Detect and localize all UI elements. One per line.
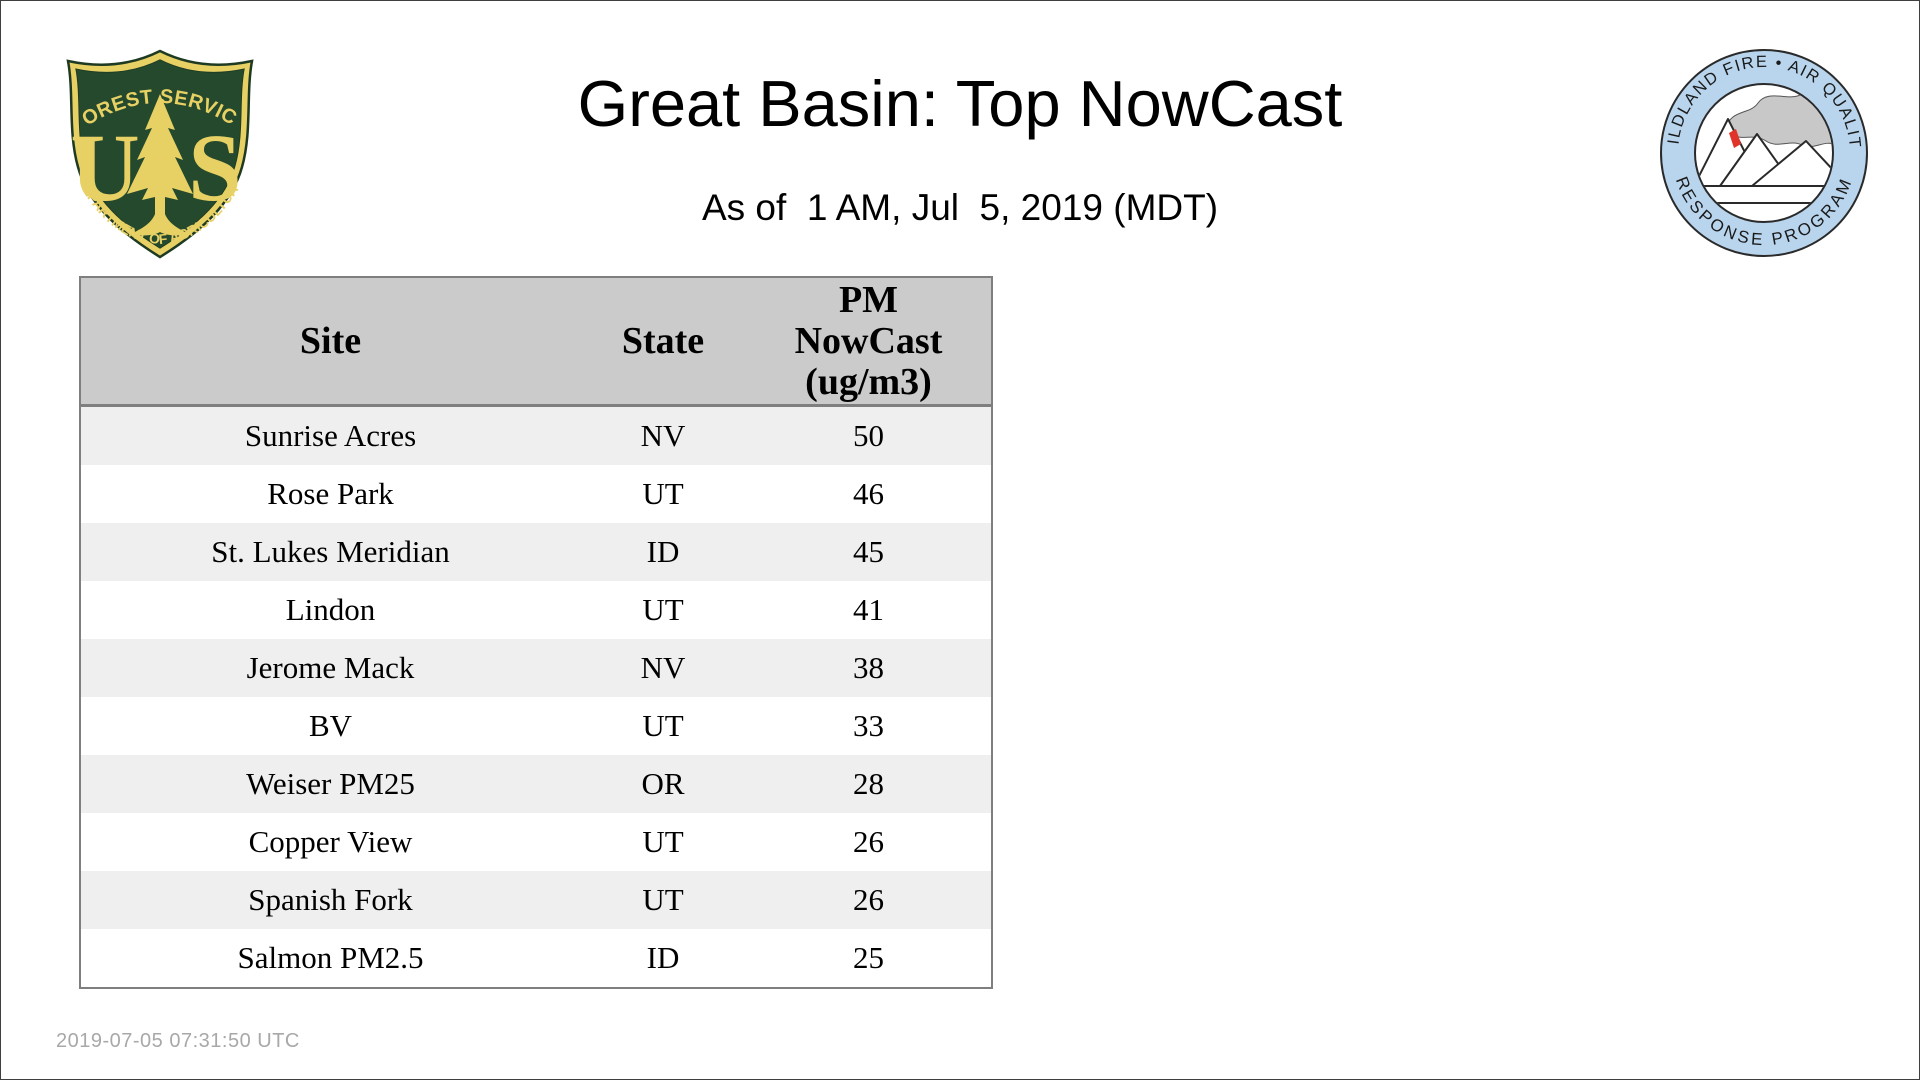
site-cell: Jerome Mack xyxy=(246,650,415,685)
site-cell: Sunrise Acres xyxy=(244,418,417,453)
state-cell: NV xyxy=(640,650,686,685)
value-cell: 50 xyxy=(853,418,884,453)
pine-tree-icon xyxy=(127,94,193,236)
state-cell: UT xyxy=(642,592,684,627)
footer-timestamp: 2019-07-05 07:31:50 UTC xyxy=(56,1030,300,1052)
table-row: St. Lukes Meridian ID 45 xyxy=(80,523,992,581)
flame-icon xyxy=(1729,129,1741,148)
value-cell: 26 xyxy=(853,824,884,859)
table-row: Weiser PM25 OR 28 xyxy=(80,755,992,813)
value-cell: 45 xyxy=(853,534,884,569)
state-cell: UT xyxy=(642,882,684,917)
value-cell: 38 xyxy=(853,650,884,685)
pm-header-line-1: PM xyxy=(838,278,899,321)
site-cell: Salmon PM2.5 xyxy=(237,940,424,975)
site-cell: Lindon xyxy=(285,592,376,627)
table-row: Lindon UT 41 xyxy=(80,581,992,639)
state-cell: UT xyxy=(642,708,684,743)
table-row: Sunrise Acres NV 50 xyxy=(80,405,992,465)
table-row: Spanish Fork UT 26 xyxy=(80,871,992,929)
table-row: Salmon PM2.5 ID 25 xyxy=(80,929,992,988)
value-cell: 41 xyxy=(853,592,884,627)
airfire-program-logo: WILDLAND FIRE • AIR QUALITY RESPONSE PRO… xyxy=(1656,45,1868,257)
column-header-state: State xyxy=(580,277,746,407)
state-cell: OR xyxy=(641,766,685,801)
site-cell: Copper View xyxy=(248,824,413,859)
table-row: Rose Park UT 46 xyxy=(80,465,992,523)
column-header-site: Site xyxy=(80,277,580,407)
forest-service-logo: FOREST SERVICE U S DEPARTMENT OF AGRICUL… xyxy=(65,48,254,259)
table-row: BV UT 33 xyxy=(80,697,992,755)
site-cell: Rose Park xyxy=(267,476,394,511)
table-header: Site State PM NowCast (ug/m3) xyxy=(80,277,992,407)
value-cell: 28 xyxy=(853,766,884,801)
site-cell: Weiser PM25 xyxy=(246,766,415,801)
shield-letter-u: U xyxy=(70,114,139,221)
table-row: Copper View UT 26 xyxy=(80,813,992,871)
nowcast-table-body: Sunrise Acres NV 50 Rose Park UT 46 St. Lukes … xyxy=(80,405,992,988)
page-title: Great Basin: Top NowCast xyxy=(577,67,1343,140)
value-cell: 25 xyxy=(853,940,884,975)
state-cell: UT xyxy=(642,476,684,511)
value-cell: 46 xyxy=(853,476,884,511)
value-cell: 26 xyxy=(853,882,884,917)
shield-letter-s: S xyxy=(188,114,241,221)
nowcast-table: Site State PM NowCast (ug/m3) Sunrise Ac… xyxy=(79,276,993,989)
smoke-plume xyxy=(1725,93,1832,148)
state-cell: NV xyxy=(640,418,686,453)
site-cell: St. Lukes Meridian xyxy=(211,534,450,569)
header-row: Site State PM NowCast (ug/m3) xyxy=(80,277,992,407)
page-subtitle: As of 1 AM, Jul 5, 2019 (MDT) xyxy=(701,187,1219,228)
pm-header-line-3: (ug/m3) xyxy=(805,360,932,403)
state-cell: ID xyxy=(646,940,680,975)
site-cell: Spanish Fork xyxy=(248,882,413,917)
state-cell: ID xyxy=(646,534,680,569)
state-cell: UT xyxy=(642,824,684,859)
pm-header-line-2: NowCast xyxy=(794,319,943,362)
column-header-pm-nowcast: PM NowCast (ug/m3) xyxy=(746,277,992,407)
table-row: Jerome Mack NV 38 xyxy=(80,639,992,697)
mountains-icon xyxy=(1696,118,1832,204)
site-cell: BV xyxy=(308,708,353,743)
value-cell: 33 xyxy=(853,708,884,743)
